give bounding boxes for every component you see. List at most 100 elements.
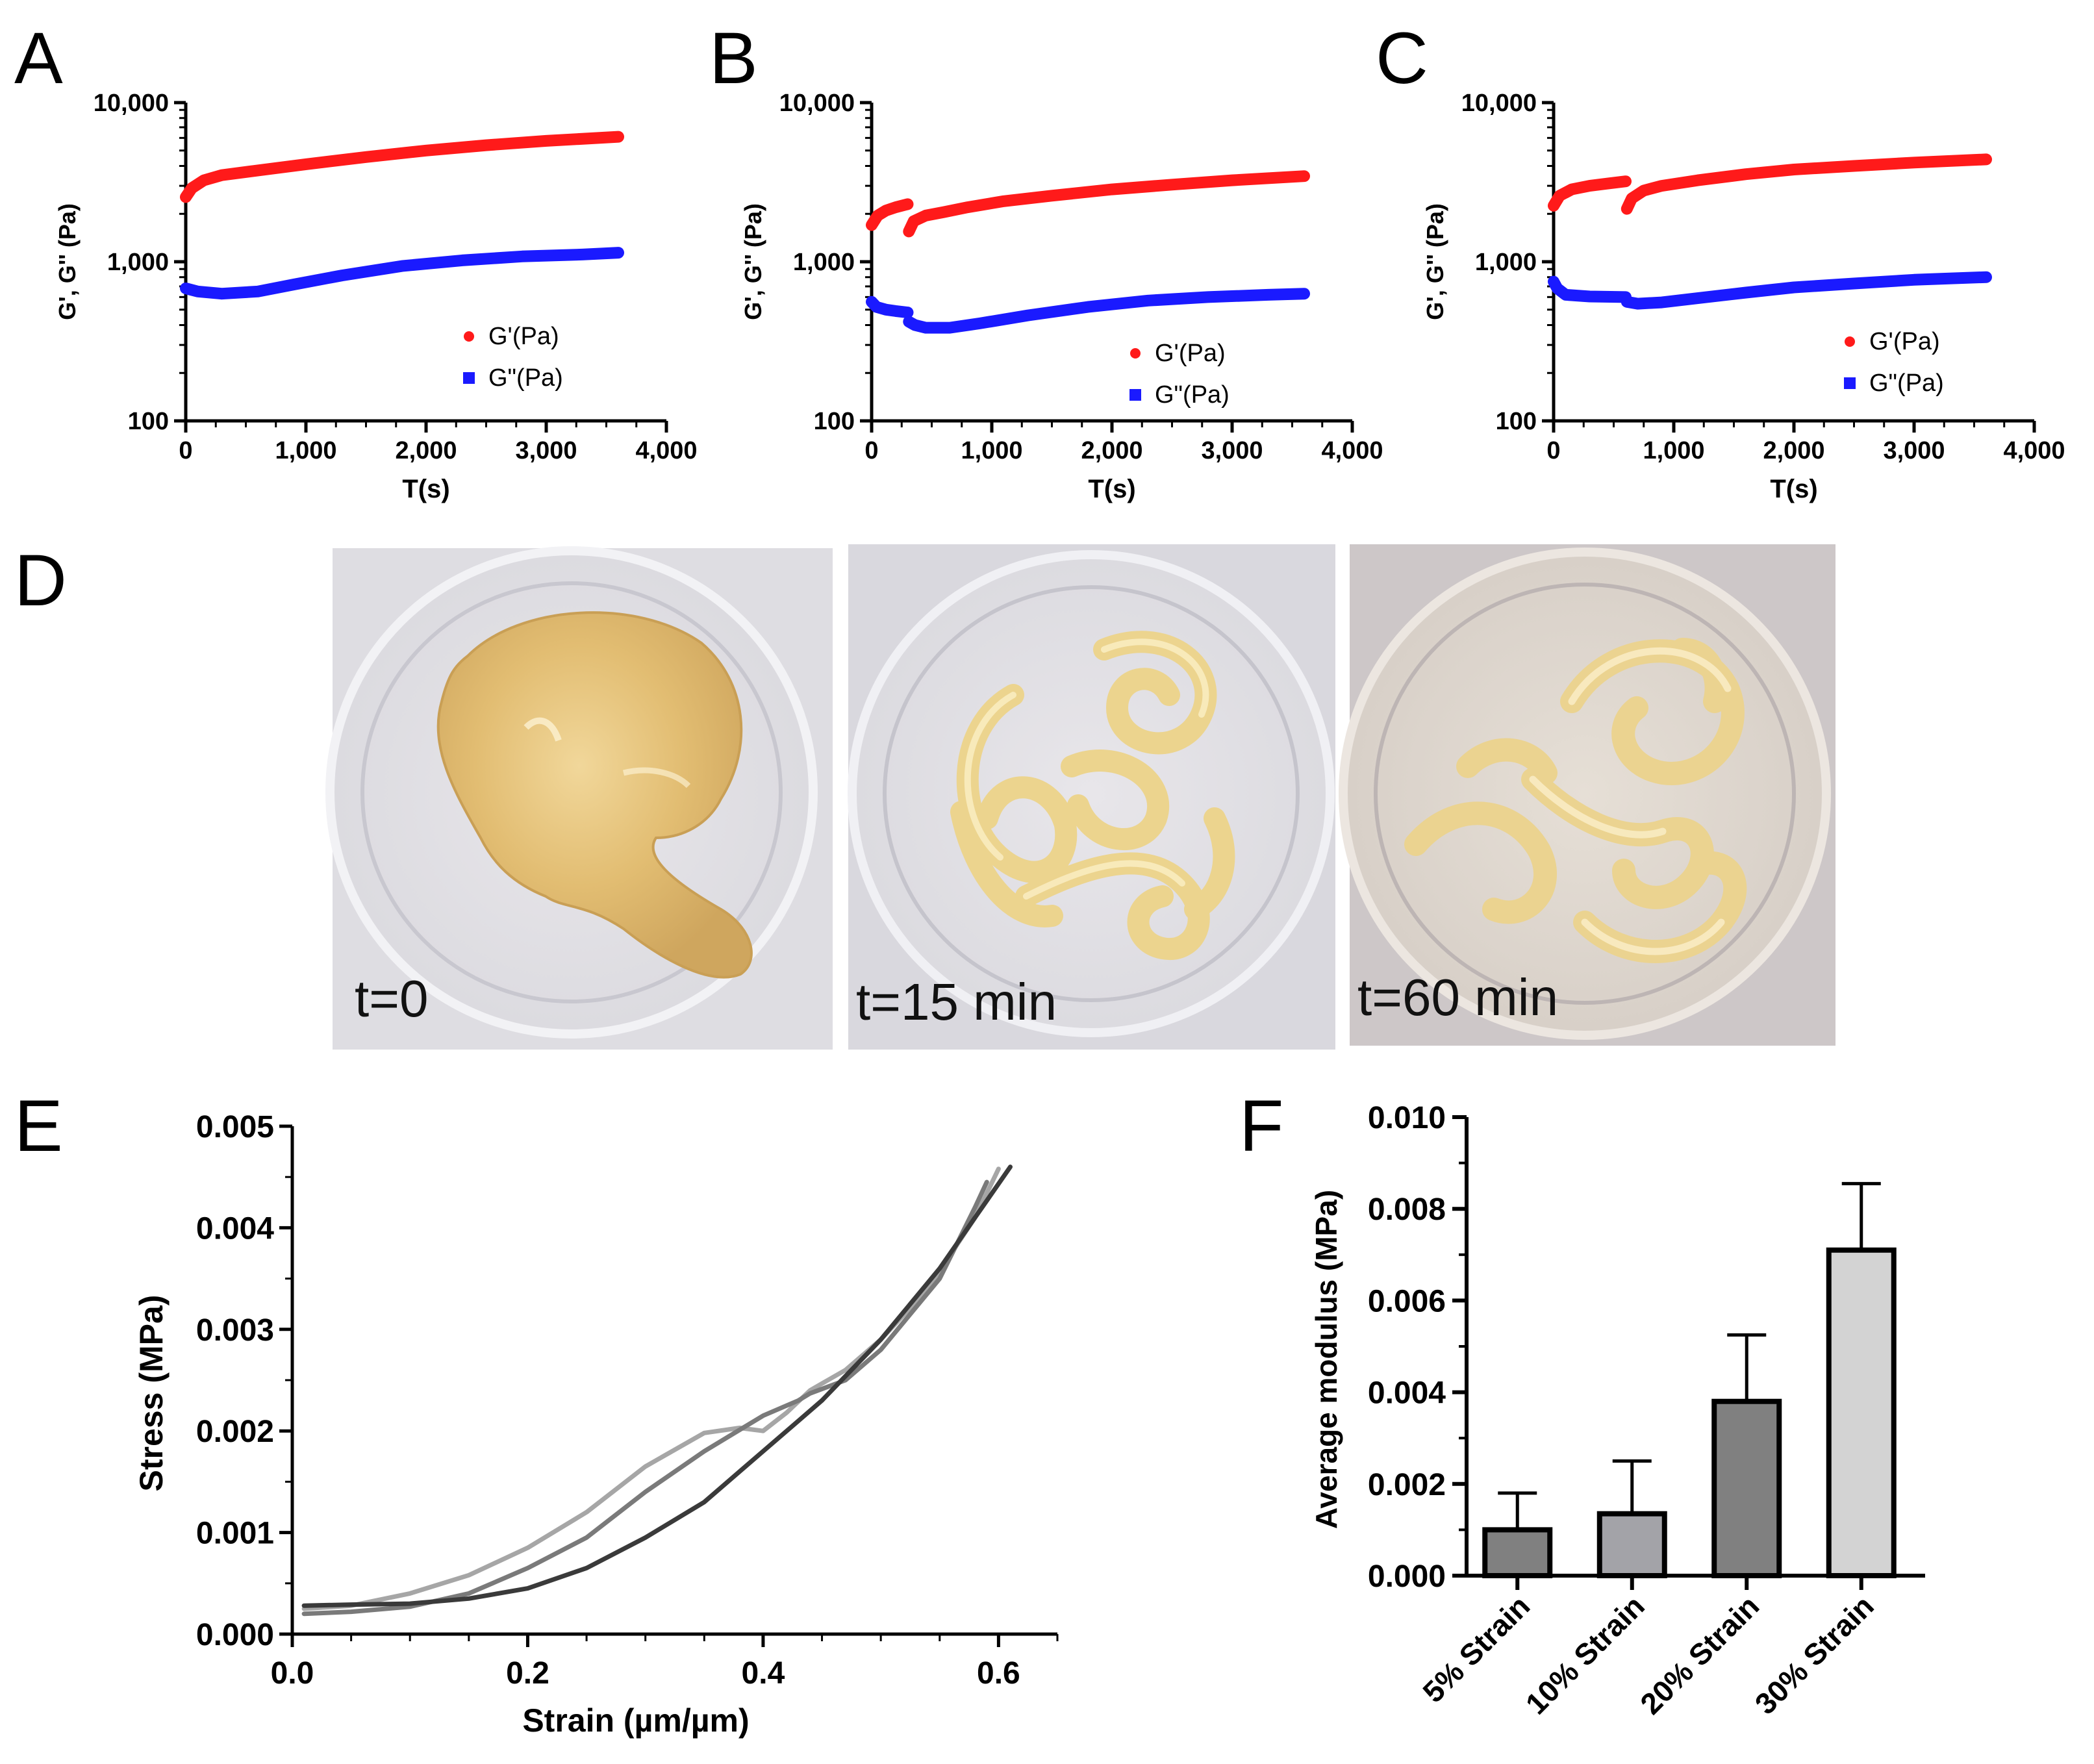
x-tick-label: 3,000 — [1201, 437, 1263, 464]
gel-highlight — [622, 767, 691, 788]
x-axis-label: T(s) — [1088, 475, 1135, 503]
chart-c: 100 1,000 10,000 0 1,000 2,000 3,000 4,000 T(s) G… — [1422, 90, 2065, 503]
x-axis-label: T(s) — [1770, 475, 1817, 503]
x-category-label: 20% Strain — [1634, 1589, 1765, 1720]
y-tick-label: 0.006 — [1368, 1284, 1446, 1318]
legend-label: G"(Pa) — [1155, 381, 1230, 409]
bar — [1711, 1398, 1782, 1578]
y-tick-label: 100 — [128, 408, 169, 435]
x-tick-label: 1,000 — [1643, 437, 1704, 464]
petri-dish — [1339, 548, 1831, 1040]
panel-letter-e: E — [14, 1085, 63, 1166]
y-tick-label: 0.002 — [1368, 1468, 1446, 1502]
x-tick-label: 0 — [1546, 437, 1560, 464]
series-g-double-prime-line — [1621, 271, 1992, 310]
y-tick-label: 0.000 — [1368, 1559, 1446, 1594]
photo-label-t0: t=0 — [355, 970, 428, 1027]
y-tick-label: 0.001 — [196, 1517, 274, 1551]
y-tick-label: 10,000 — [1461, 90, 1537, 117]
series-g-double-prime-line — [1548, 275, 1632, 303]
x-category-label: 5% Strain — [1416, 1589, 1536, 1709]
panel-letter-b: B — [709, 18, 758, 99]
legend-label: G"(Pa) — [488, 364, 563, 392]
series-g-prime-line — [866, 198, 914, 231]
series-g-double-prime-line — [866, 296, 914, 319]
series-g-prime-line — [1621, 153, 1992, 215]
legend-label: G"(Pa) — [1869, 370, 1944, 397]
bar — [1596, 1511, 1667, 1578]
y-tick-label: 0.008 — [1368, 1192, 1446, 1227]
panel-letter-f: F — [1239, 1085, 1283, 1166]
legend-marker-g-prime — [1845, 336, 1855, 347]
x-tick-label: 0.2 — [506, 1656, 549, 1691]
gel-blob — [436, 611, 753, 979]
y-tick-label: 10,000 — [779, 90, 855, 117]
x-category-label: 10% Strain — [1519, 1589, 1651, 1720]
y-axis-label: Stress (MPa) — [133, 1295, 170, 1492]
x-axis-label: Strain (µm/µm) — [522, 1702, 749, 1739]
x-tick-label: 1,000 — [275, 437, 336, 464]
x-tick-label: 1,000 — [961, 437, 1022, 464]
x-tick-label: 3,000 — [1883, 437, 1945, 464]
y-tick-label: 1,000 — [793, 249, 855, 276]
y-tick-label: 100 — [814, 408, 855, 435]
y-tick-label: 0.004 — [1368, 1376, 1446, 1411]
y-tick-label: 100 — [1496, 408, 1537, 435]
y-tick-label: 0.002 — [196, 1415, 274, 1449]
bar — [1826, 1247, 1897, 1578]
chart-f: 0.000 0.002 0.004 0.006 0.008 0.010 Average mo… — [1309, 1101, 1925, 1720]
legend-marker-g-prime — [1130, 348, 1141, 359]
y-axis-label: G', G'' (Pa) — [740, 203, 766, 320]
gel-filament-highlight — [964, 638, 1209, 900]
gel-filament-highlight — [1529, 647, 1732, 955]
petri-dish-rim — [360, 581, 783, 1003]
series-line-1 — [301, 1166, 1001, 1611]
y-tick-label: 10,000 — [94, 90, 169, 117]
photo-t15: t=15 min — [848, 544, 1335, 1050]
photo-t0: t=0 — [325, 546, 833, 1050]
panel-letter-d: D — [14, 540, 67, 621]
x-tick-label: 0.4 — [742, 1656, 785, 1691]
chart-a: 100 1,000 10,000 0 1,000 2,000 3,000 4,000 T(s) G… — [54, 90, 698, 503]
y-axis-label: G', G'' (Pa) — [1422, 203, 1448, 320]
series-line-2 — [301, 1179, 989, 1617]
x-tick-label: 0 — [179, 437, 192, 464]
series-g-double-prime-line — [180, 247, 624, 300]
y-tick-label: 0.010 — [1368, 1101, 1446, 1135]
x-tick-label: 0 — [864, 437, 878, 464]
y-tick-label: 0.000 — [196, 1618, 274, 1652]
y-tick-label: 0.004 — [196, 1211, 274, 1246]
x-axis-label: T(s) — [402, 475, 449, 503]
photo-label-t60: t=60 min — [1357, 968, 1558, 1026]
y-axis-label: G', G'' (Pa) — [54, 203, 81, 320]
legend-marker-g-double-prime — [1129, 389, 1141, 401]
x-category-label: 30% Strain — [1748, 1589, 1880, 1720]
photo-label-t15: t=15 min — [856, 973, 1057, 1031]
series-g-prime-line — [903, 170, 1310, 238]
x-tick-label: 0.0 — [271, 1656, 314, 1691]
x-tick-label: 4,000 — [2003, 437, 2065, 464]
y-tick-label: 0.003 — [196, 1313, 274, 1348]
panel-letter-a: A — [14, 18, 63, 99]
x-tick-label: 3,000 — [515, 437, 577, 464]
x-tick-label: 4,000 — [635, 437, 697, 464]
x-tick-label: 2,000 — [1763, 437, 1824, 464]
x-tick-label: 2,000 — [395, 437, 457, 464]
chart-e: 0.000 0.001 0.002 0.003 0.004 0.005 0.0 0.2 0.4 0… — [133, 1110, 1059, 1739]
photo-panel: t=0 t=15 min — [325, 544, 1835, 1050]
petri-dish-rim — [883, 585, 1300, 1002]
bar — [1482, 1527, 1553, 1578]
x-tick-label: 0.6 — [977, 1656, 1020, 1691]
series-g-double-prime-line — [903, 288, 1310, 334]
series-g-prime-line — [180, 131, 624, 203]
gel-filament — [950, 631, 1235, 961]
legend-marker-g-double-prime — [1844, 377, 1856, 389]
chart-b: 100 1,000 10,000 0 1,000 2,000 3,000 4,000 T(s) G… — [740, 90, 1383, 503]
legend-label: G'(Pa) — [1155, 340, 1226, 367]
x-tick-label: 2,000 — [1081, 437, 1142, 464]
legend-label: G'(Pa) — [488, 323, 559, 350]
panel-letter-c: C — [1376, 18, 1428, 99]
legend-marker-g-prime — [464, 331, 474, 342]
legend-marker-g-double-prime — [463, 372, 475, 384]
